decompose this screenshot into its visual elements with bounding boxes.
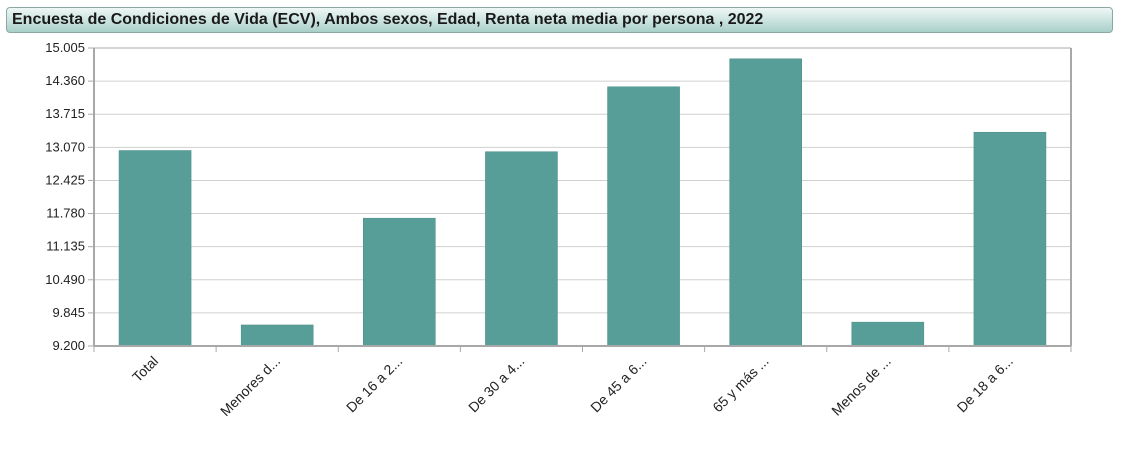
y-tick-label: 12.425	[45, 172, 85, 187]
x-tick-label: De 30 a 4...	[465, 353, 528, 416]
bar[interactable]	[363, 217, 436, 347]
y-tick-labels: 9.200 9.845 10.490 11.135 11.780 12.425 13.070…	[45, 40, 85, 353]
chart-title-bar: Encuesta de Condiciones de Vida (ECV), A…	[6, 7, 1113, 33]
bar[interactable]	[729, 58, 802, 347]
y-tick-label: 15.005	[45, 40, 85, 55]
y-tick-label: 9.200	[52, 338, 85, 353]
x-tick-label: De 45 a 6...	[587, 353, 650, 416]
x-tick-label: Menos de ...	[828, 353, 894, 419]
y-tick-label: 13.070	[45, 139, 85, 154]
y-tick-label: 13.715	[45, 106, 85, 121]
x-tick-label: Menores d...	[217, 353, 283, 419]
chart-title: Encuesta de Condiciones de Vida (ECV), A…	[12, 11, 764, 28]
x-tick-label: De 16 a 2...	[343, 353, 406, 416]
y-tick-label: 9.845	[52, 305, 85, 320]
x-tick-label: De 18 a 6...	[954, 353, 1017, 416]
y-tick-label: 11.135	[46, 239, 85, 254]
bars	[118, 58, 1047, 347]
axes	[88, 47, 1072, 352]
bar[interactable]	[851, 321, 925, 347]
bar[interactable]	[240, 324, 314, 347]
bar[interactable]	[607, 86, 680, 347]
x-tick-label: 65 y más ...	[709, 353, 771, 415]
y-tick-label: 11.780	[46, 206, 85, 221]
y-tick-label: 10.490	[45, 272, 85, 287]
bar[interactable]	[485, 151, 558, 347]
gridlines	[94, 47, 1071, 347]
x-tick-labels: Total Menores d... De 16 a 2... De 30 a 4..…	[129, 353, 1016, 419]
bar[interactable]	[973, 131, 1047, 347]
x-tick-label: Total	[129, 353, 161, 385]
y-tick-label: 14.360	[45, 73, 85, 88]
bar[interactable]	[118, 150, 192, 347]
